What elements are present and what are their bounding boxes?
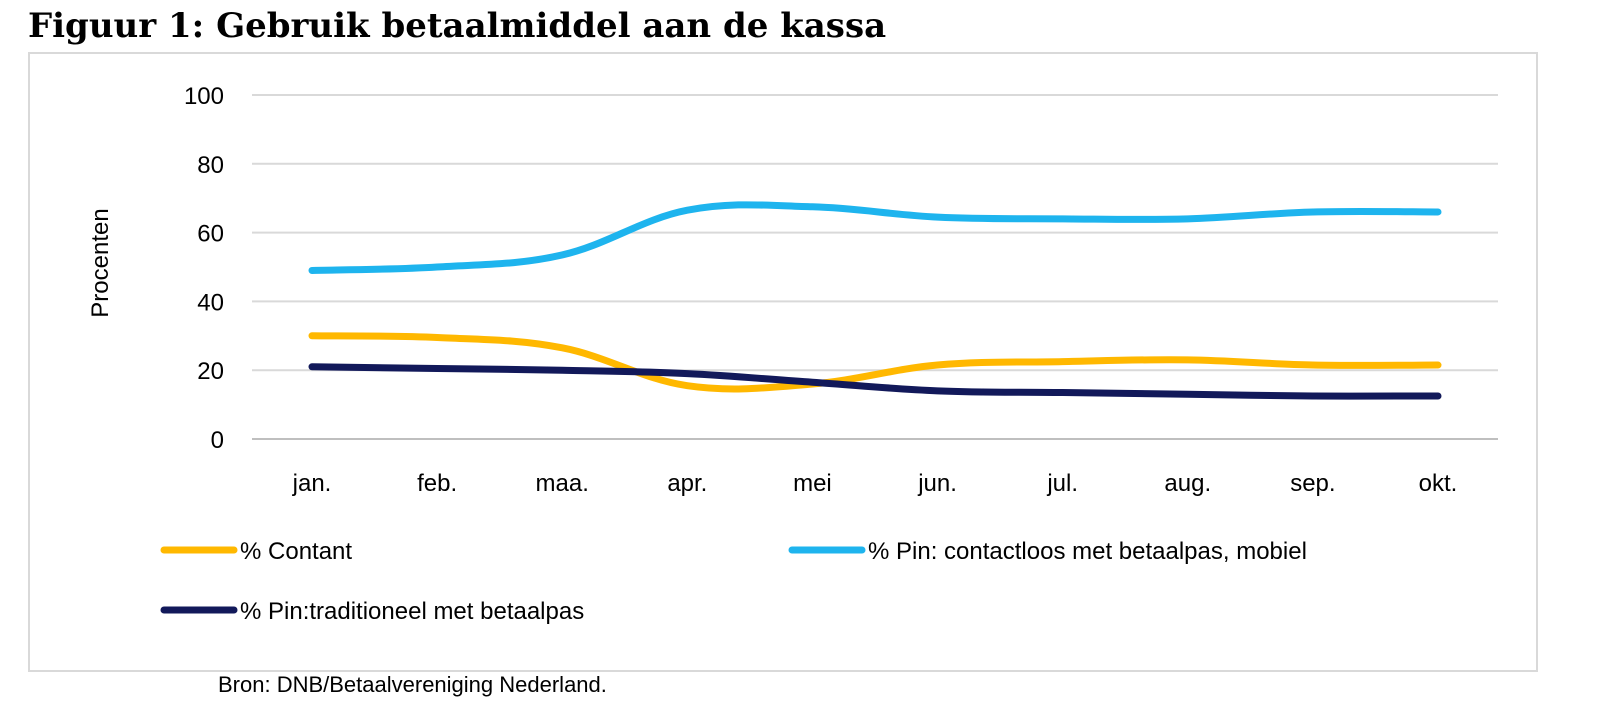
y-axis-ticks: 0 20 40 60 80 100 xyxy=(184,83,224,454)
x-tick-label: okt. xyxy=(1419,470,1458,497)
y-tick-label: 20 xyxy=(197,358,224,385)
x-tick-label: aug. xyxy=(1164,470,1211,497)
x-tick-label: apr. xyxy=(667,470,707,497)
y-tick-label: 80 xyxy=(197,152,224,179)
source-note: Bron: DNB/Betaalvereniging Nederland. xyxy=(218,672,607,697)
y-tick-label: 40 xyxy=(197,289,224,316)
x-tick-label: feb. xyxy=(417,470,457,497)
y-axis-label: Procenten xyxy=(87,208,114,317)
series-line-1 xyxy=(308,332,1442,393)
x-axis-ticks: jan. feb. maa. apr. mei jun. jul. aug. sep. okt. xyxy=(292,470,1458,497)
y-tick-label: 0 xyxy=(211,427,224,454)
figure-title: Figuur 1: Gebruik betaalmiddel aan de ka… xyxy=(28,6,887,46)
y-tick-label: 100 xyxy=(184,83,224,110)
series-lines xyxy=(308,201,1442,400)
legend-label-2: % Pin: contactloos met betaalpas, mobiel xyxy=(868,538,1307,565)
x-tick-label: mei xyxy=(793,470,832,497)
legend-label-1: % Contant xyxy=(240,538,352,565)
x-tick-label: jan. xyxy=(292,470,332,497)
legend-label-3: % Pin:traditioneel met betaalpas xyxy=(240,598,584,625)
line-chart: 0 20 40 60 80 100 jan. feb. maa. apr. mei jun. jul.… xyxy=(87,83,1498,625)
y-tick-label: 60 xyxy=(197,221,224,248)
x-tick-label: jul. xyxy=(1046,470,1078,497)
x-tick-label: jun. xyxy=(917,470,957,497)
series-line-2 xyxy=(308,201,1442,274)
series-line-3 xyxy=(308,363,1442,400)
x-tick-label: sep. xyxy=(1290,470,1335,497)
chart-frame: 0 20 40 60 80 100 jan. feb. maa. apr. mei jun. jul.… xyxy=(28,52,1538,672)
x-tick-label: maa. xyxy=(536,470,589,497)
legend: % Contant % Pin: contactloos met betaalpa… xyxy=(160,538,1307,625)
